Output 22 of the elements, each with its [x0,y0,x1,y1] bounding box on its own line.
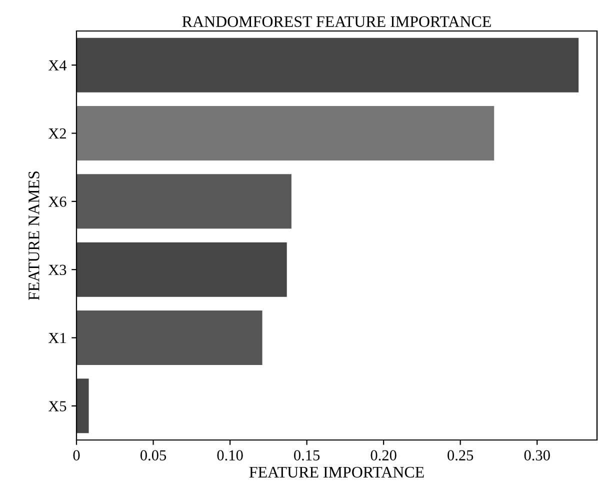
x-tick-label: 0 [73,450,80,460]
x-tick-label: 0.25 [448,450,474,461]
y-axis-title: FEATURE NAMES [28,171,40,300]
y-tick-label: X2 [48,128,66,139]
x-tick-label: 0.15 [294,450,320,461]
bar [76,38,579,92]
bar [76,174,292,229]
bar [76,378,89,434]
y-tick-label: X6 [48,196,66,207]
x-tick-label: 0.30 [524,450,550,461]
x-tick-label: 0.05 [140,450,166,461]
y-tick-label: X5 [48,401,66,412]
chart-title: RANDOMFOREST FEATURE IMPORTANCE [182,16,491,27]
x-tick-label: 0.20 [370,450,396,461]
x-tick-label: 0.10 [217,450,243,461]
bar [76,310,262,366]
y-tick-label: X1 [48,332,66,344]
x-axis-title: FEATURE IMPORTANCE [249,466,424,478]
bar [76,106,494,161]
bar [76,242,287,297]
y-tick-label: X3 [48,264,66,276]
y-tick-label: X4 [48,60,67,70]
